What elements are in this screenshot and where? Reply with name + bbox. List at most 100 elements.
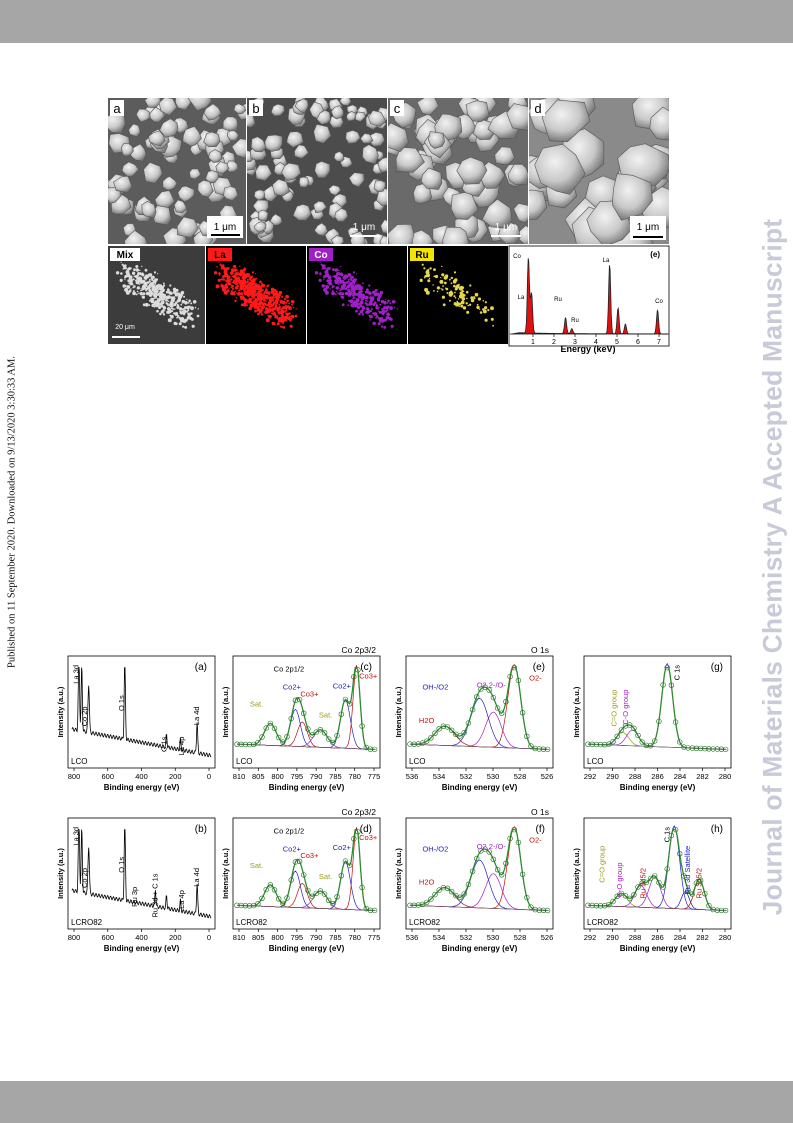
xps-peak-label: Sat. [319, 872, 332, 881]
sem-grain [388, 223, 416, 244]
eds-map-dot [291, 303, 293, 306]
eds-map-dot [196, 314, 200, 318]
eds-map-dot [160, 304, 164, 308]
sem-grain [428, 131, 445, 149]
sem-grain [339, 98, 352, 107]
eds-map-dot [124, 279, 126, 281]
eds-map-dot [247, 282, 249, 284]
eds-map-dot [171, 310, 174, 313]
xps-tick-label: 288 [629, 933, 642, 942]
eds-map-dot [246, 293, 251, 297]
xps-panel-e: (e) LCO 536 534 532 530 528 526 Binding energy (… [394, 645, 554, 792]
eds-map-dot [223, 274, 227, 277]
xps-sample-name: LCRO82 [236, 918, 268, 927]
eds-map-dot [232, 281, 235, 284]
sem-grain [177, 185, 195, 203]
eds-map-dot [187, 309, 190, 312]
xps-panel-f: (f) LCRO82 536 534 532 530 528 526 Binding energ… [394, 807, 554, 953]
eds-map-dot [266, 297, 269, 300]
sem-grain [270, 103, 285, 117]
xps-tick-label: 780 [348, 933, 361, 942]
eds-map-dot [260, 313, 264, 316]
xps-tick-label: 280 [719, 933, 732, 942]
eds-map-dot [186, 298, 188, 300]
eds-map-dot [273, 322, 276, 326]
eds-map-dot [252, 290, 255, 293]
eds-map-dot [262, 299, 266, 302]
xps-sample-name: LCRO82 [409, 918, 441, 927]
xps-peak-label: Ru 3d Satellite [683, 846, 692, 895]
eds-map-label-la: La [214, 250, 226, 261]
eds-map-dot [282, 306, 286, 310]
sem-grain [541, 99, 591, 143]
sem-grain [345, 129, 361, 145]
sem-grain [507, 163, 528, 186]
xps-xlabel: Binding energy (eV) [269, 783, 345, 792]
eds-map-dot [131, 271, 136, 275]
eds-map-dot [159, 298, 163, 301]
xps-tick-label: 534 [433, 933, 446, 942]
eds-map-dot [168, 308, 171, 311]
xps-peak-label: OH-/O2 [422, 683, 448, 692]
eds-map-dot [147, 286, 151, 290]
sem-grain [269, 213, 283, 226]
eds-map-dot [285, 302, 288, 304]
sem-grain [298, 176, 310, 188]
eds-map-dot [197, 308, 199, 310]
eds-map-dot [251, 271, 255, 274]
eds-map-dot [277, 299, 279, 301]
eds-map-dot [142, 274, 144, 277]
eds-map-dot [132, 284, 134, 286]
sem-label-a: a [113, 101, 121, 116]
xps-xlabel: Binding energy (eV) [104, 783, 180, 792]
sem-grain [197, 179, 214, 198]
eds-map-dot [290, 314, 295, 319]
eds-map-dot [165, 290, 169, 294]
eds-map-dot [148, 280, 151, 283]
eds-map-dot [252, 298, 254, 300]
xps-peak-label: OH-/O2 [422, 844, 448, 853]
eds-map-dot [143, 282, 148, 287]
xps-panel-title: O 1s [531, 807, 549, 817]
xps-sample-name: LCO [409, 757, 425, 766]
eds-map-dot [217, 278, 221, 282]
eds-map-dot [243, 291, 246, 294]
eds-map-dot [186, 305, 190, 310]
eds-map-dot [255, 288, 258, 291]
xps-tick-label: 810 [233, 772, 246, 781]
eds-map-dot [237, 292, 241, 296]
eds-map-dot [133, 290, 135, 292]
eds-map-dot [146, 281, 149, 284]
eds-map-label-mix: Mix [117, 250, 134, 261]
eds-map-dot [284, 305, 288, 310]
eds-map-dot [124, 287, 129, 292]
eds-map-dot [234, 299, 237, 303]
eds-map-dot [119, 278, 123, 282]
eds-map-dot [147, 273, 151, 277]
xps-peak-label: Co 2p [80, 868, 89, 888]
xps-tick-label: 810 [233, 933, 246, 942]
eds-map-dot [164, 299, 168, 302]
sem-scale-a: 1 μm [214, 222, 236, 233]
xps-peak-label: La 3d [71, 827, 80, 846]
eds-map-dot [159, 290, 163, 295]
xps-sample-name: LCO [236, 757, 252, 766]
eds-map-dot [140, 289, 142, 292]
eds-map-dot [136, 290, 139, 293]
eds-map-dot [289, 319, 292, 322]
eds-map-dot [248, 286, 252, 291]
sem-scale-c: 1 μm [495, 222, 517, 233]
eds-map-dot [187, 302, 190, 304]
xps-panel-label: (f) [536, 824, 545, 835]
eds-map-dot [177, 295, 182, 300]
eds-map-la: La [206, 246, 306, 344]
eds-map-dot [179, 307, 183, 311]
sem-grain [253, 189, 266, 201]
sem-grain [294, 144, 310, 159]
eds-map-dot [257, 295, 261, 298]
eds-map-dot [263, 292, 266, 295]
eds-map-dot [167, 318, 172, 323]
eds-map-dot [288, 302, 291, 305]
sem-grain [379, 235, 387, 244]
